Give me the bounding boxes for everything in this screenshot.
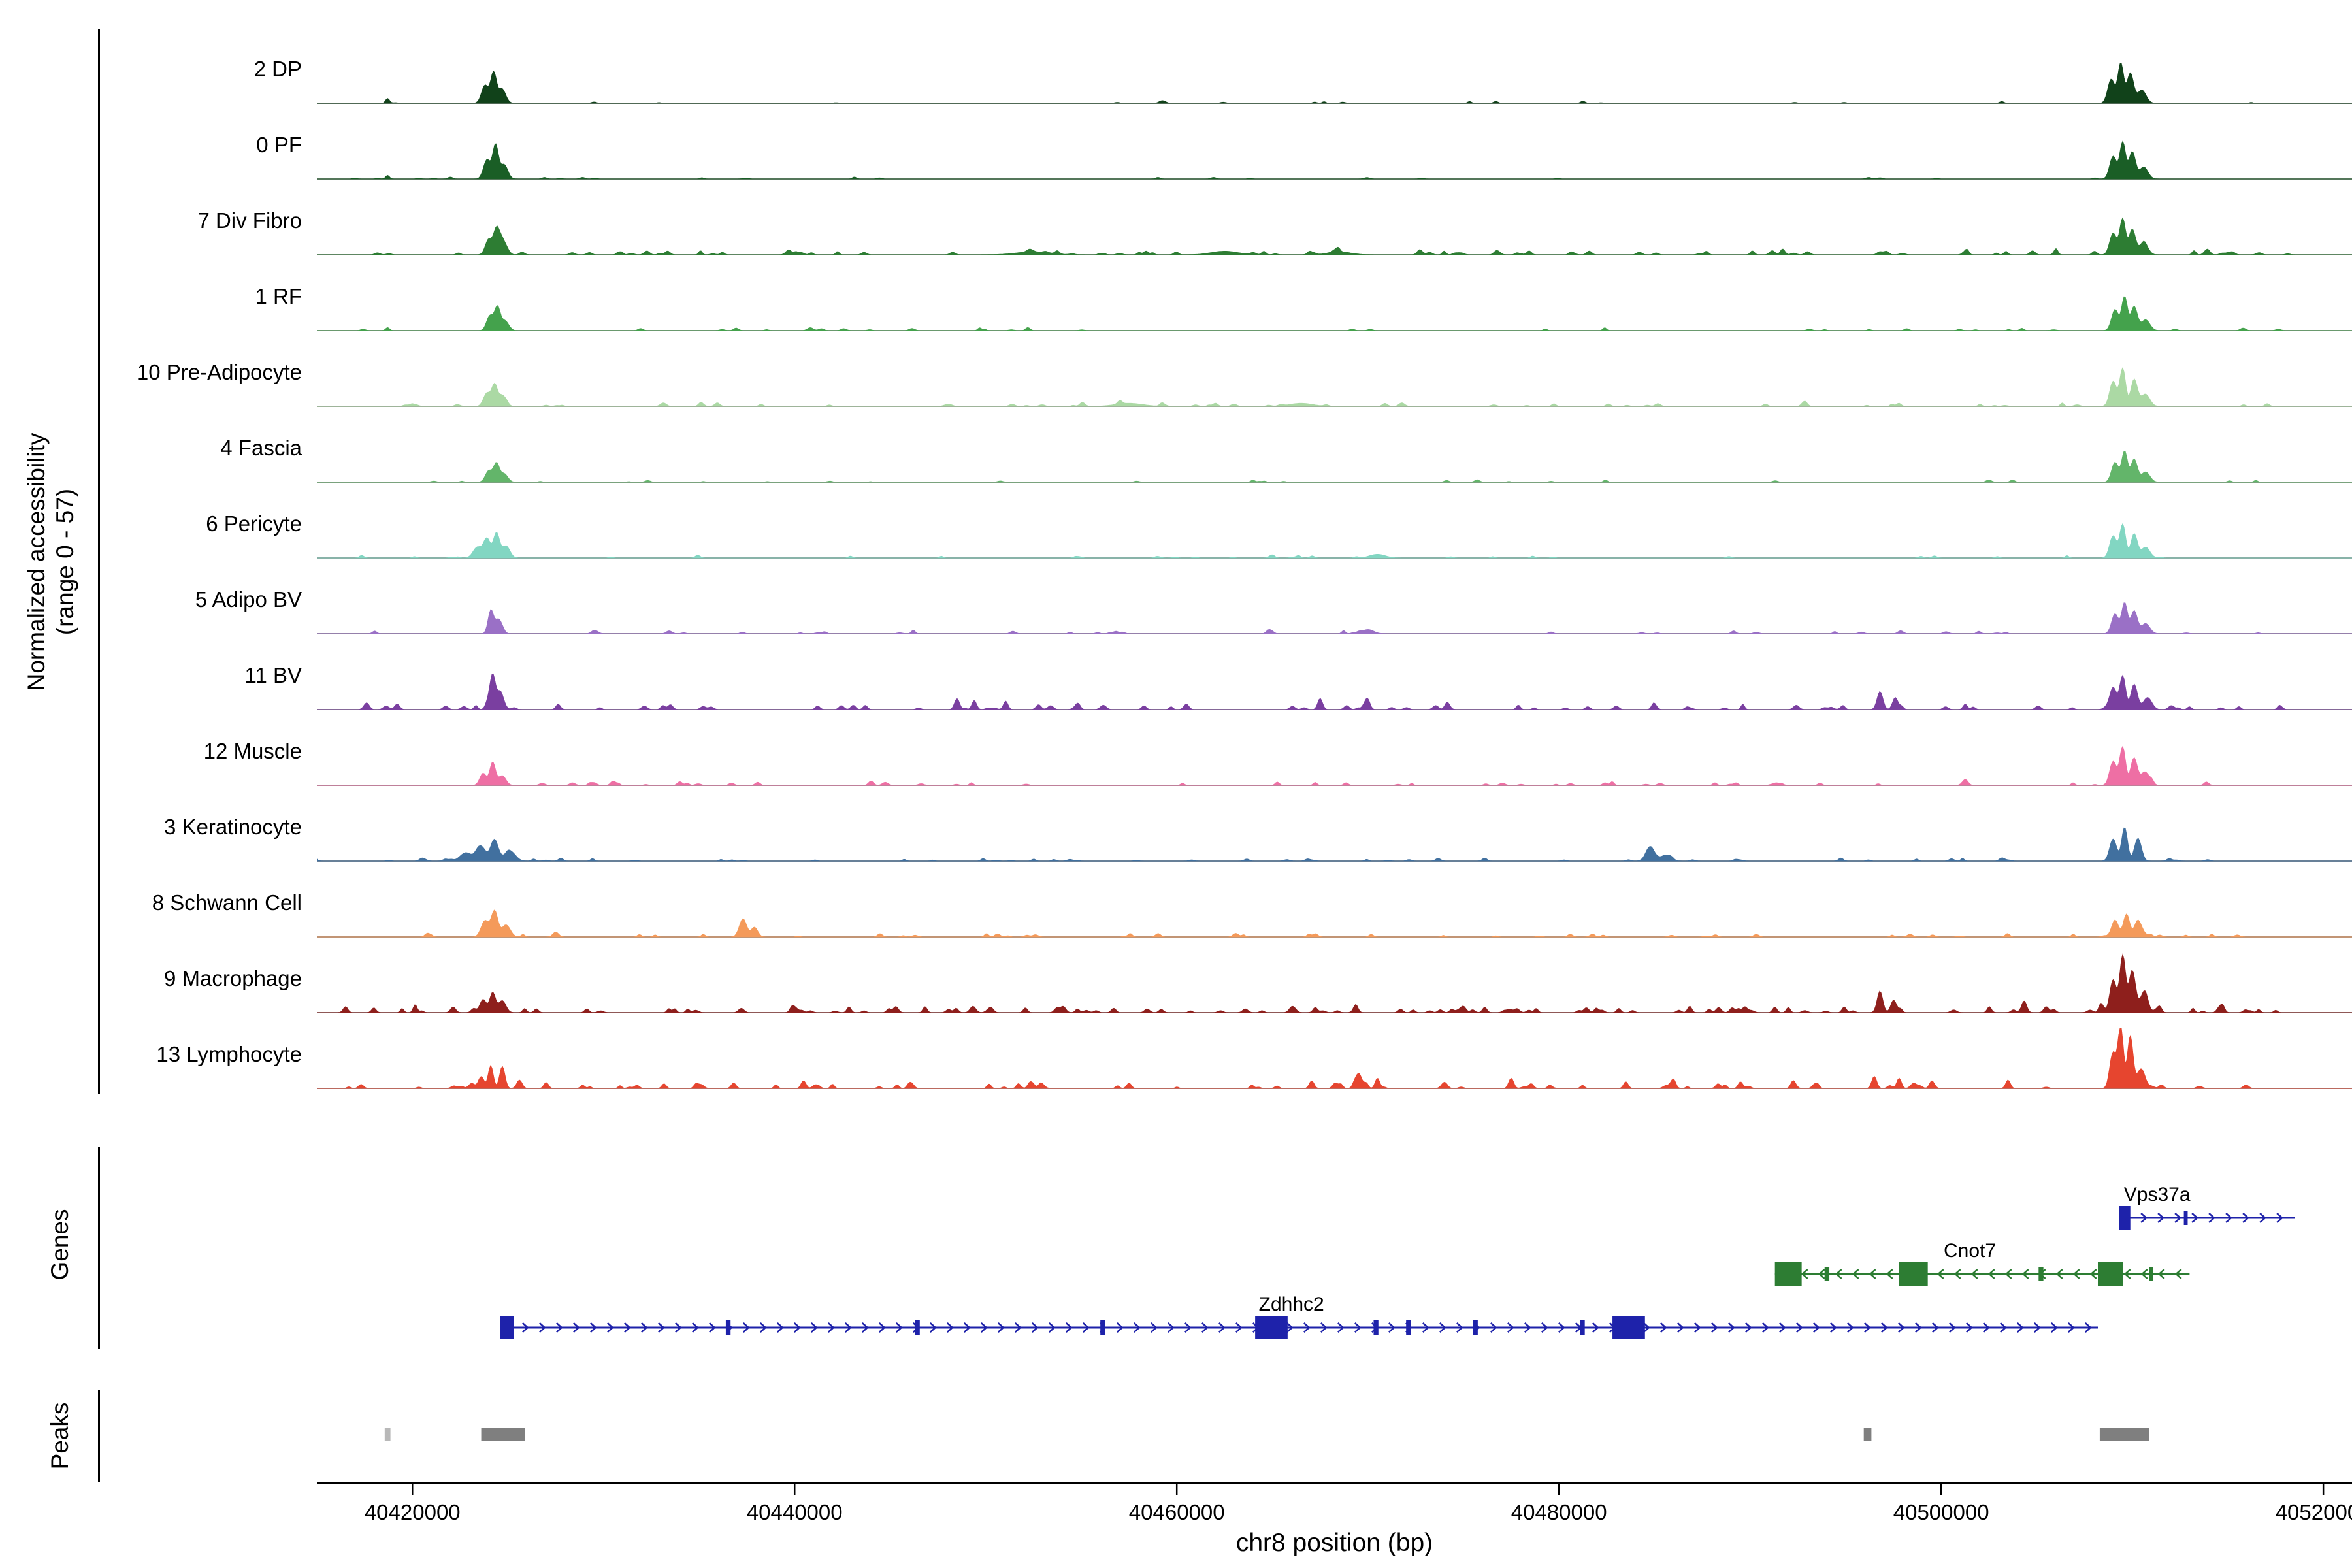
track-label: 10 Pre-Adipocyte xyxy=(136,360,302,384)
track-label: 6 Pericyte xyxy=(206,512,302,536)
track-signal xyxy=(317,673,2352,710)
peak-region xyxy=(481,1428,525,1441)
track-signal xyxy=(317,217,2352,255)
track-label: 8 Schwann Cell xyxy=(152,890,302,915)
genes-track: Vps37a Cnot7 Zdhhc2 xyxy=(500,1184,2295,1339)
track-label: 13 Lymphocyte xyxy=(156,1042,302,1066)
track-label: 12 Muscle xyxy=(203,739,302,763)
peak-region xyxy=(1863,1428,1872,1441)
track-signal xyxy=(317,451,2352,483)
track-label: 11 BV xyxy=(244,663,302,687)
track-row-6-pericyte: 6 Pericyte xyxy=(0,493,2352,568)
track-row-0-pf: 0 PF xyxy=(0,114,2352,189)
x-tick-label: 40420000 xyxy=(365,1500,461,1524)
track-label: 9 Macrophage xyxy=(164,966,302,990)
x-tick-label: 40440000 xyxy=(747,1500,843,1524)
track-row-10-pre-adipocyte: 10 Pre-Adipocyte xyxy=(0,341,2352,417)
track-row-9-macrophage: 9 Macrophage xyxy=(0,947,2352,1023)
genes-section-label: Genes xyxy=(46,1209,73,1281)
track-signal xyxy=(317,140,2352,180)
peak-region xyxy=(384,1428,391,1441)
track-label: 7 Div Fibro xyxy=(197,208,302,233)
x-axis-title: chr8 position (bp) xyxy=(1235,1529,1433,1557)
track-signal xyxy=(317,953,2352,1013)
track-signal xyxy=(317,63,2352,104)
track-label: 0 PF xyxy=(256,133,302,157)
track-label: 2 DP xyxy=(253,57,302,81)
track-signal xyxy=(317,827,2352,862)
gene-model-cnot7: Cnot7 xyxy=(1774,1240,2190,1286)
track-row-4-fascia: 4 Fascia xyxy=(0,417,2352,493)
x-tick-label: 40520000 xyxy=(2276,1500,2352,1524)
peaks-track xyxy=(384,1428,2149,1441)
track-row-13-lymphocyte: 13 Lymphocyte xyxy=(0,1023,2352,1099)
track-label: 3 Keratinocyte xyxy=(164,815,302,839)
gene-name-label: Cnot7 xyxy=(1944,1240,1996,1262)
track-signal xyxy=(317,745,2352,786)
track-label: 5 Adipo BV xyxy=(195,587,302,612)
peaks-section-label: Peaks xyxy=(46,1402,73,1470)
track-row-1-rf: 1 RF xyxy=(0,265,2352,341)
peak-region xyxy=(2099,1428,2149,1441)
gene-name-label: Zdhhc2 xyxy=(1259,1294,1324,1315)
gene-model-vps37a: Vps37a xyxy=(2119,1184,2295,1230)
gene-name-label: Vps37a xyxy=(2124,1184,2191,1205)
track-signal xyxy=(317,602,2352,634)
track-signal xyxy=(317,296,2352,331)
track-signal xyxy=(317,1028,2352,1089)
track-signal xyxy=(317,367,2352,407)
gene-model-zdhhc2: Zdhhc2 xyxy=(500,1294,2098,1339)
track-signal xyxy=(317,523,2352,559)
track-label: 1 RF xyxy=(255,284,302,308)
x-axis: 40420000 40440000 40460000 40480000 40500000… xyxy=(317,1482,2352,1524)
track-label: 4 Fascia xyxy=(220,436,302,460)
genes-bracket xyxy=(98,1147,100,1349)
peaks-bracket xyxy=(98,1390,100,1482)
track-row-7-div-fibro: 7 Div Fibro xyxy=(0,189,2352,265)
x-tick-label: 40500000 xyxy=(1893,1500,1989,1524)
track-row-11-bv: 11 BV xyxy=(0,644,2352,720)
tracks-bracket xyxy=(98,29,100,1094)
x-tick-label: 40480000 xyxy=(1511,1500,1607,1524)
x-tick-label: 40460000 xyxy=(1129,1500,1225,1524)
track-row-2-dp: 2 DP xyxy=(0,38,2352,114)
track-row-5-adipo-bv: 5 Adipo BV xyxy=(0,568,2352,644)
track-row-3-keratinocyte: 3 Keratinocyte xyxy=(0,796,2352,872)
track-row-12-muscle: 12 Muscle xyxy=(0,720,2352,796)
track-signal xyxy=(317,909,2352,938)
track-row-8-schwann-cell: 8 Schwann Cell xyxy=(0,872,2352,947)
accessibility-tracks: 2 DP 0 PF 7 Div Fibro 1 RF 10 Pre-Adipocyte 4… xyxy=(0,38,2352,1099)
